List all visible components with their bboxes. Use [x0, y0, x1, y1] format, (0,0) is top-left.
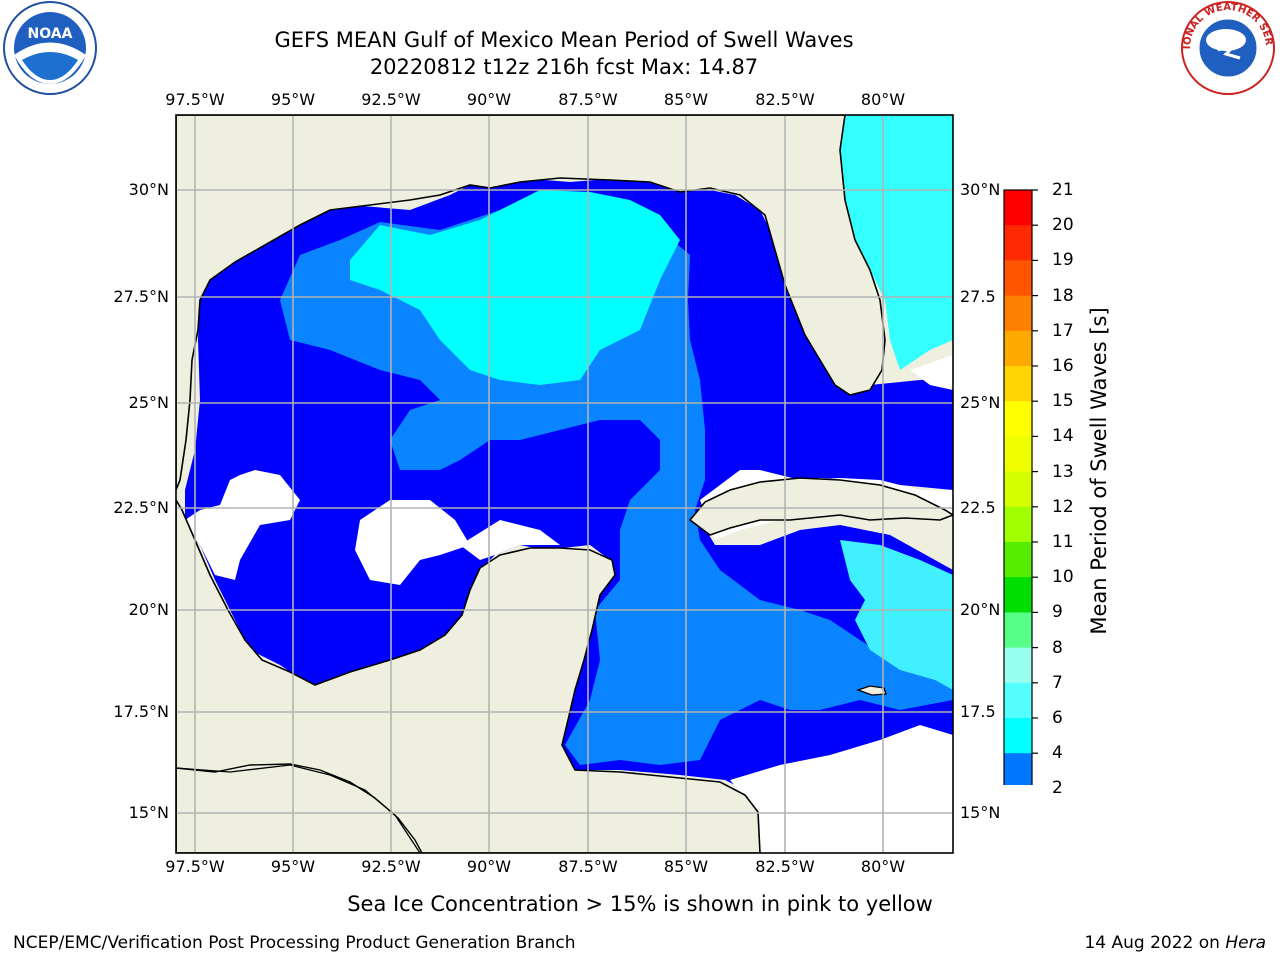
colorbar-segment	[1004, 190, 1032, 226]
colorbar-segment	[1004, 366, 1032, 402]
land-jamaica	[856, 685, 887, 696]
lat-label-left: 22.5°N	[113, 498, 169, 517]
lat-label-left: 17.5°N	[113, 702, 169, 721]
pacific-coastline	[176, 763, 423, 853]
colorbar-segment	[1004, 295, 1032, 332]
colorbar-segment	[1004, 260, 1032, 297]
colorbar-tick-label: 15	[1052, 391, 1074, 412]
lat-label-left: 15°N	[128, 803, 169, 822]
chart-title: GEFS MEAN Gulf of Mexico Mean Period of …	[274, 28, 854, 52]
colorbar-tick-label: 17	[1052, 320, 1074, 341]
lat-label-right: 22.5	[960, 498, 996, 517]
colorbar-tick-label: 2	[1052, 778, 1063, 799]
colorbar-segment	[1004, 225, 1032, 261]
colorbar-tick-label: 16	[1052, 356, 1074, 376]
colorbar-tick-label: 13	[1052, 461, 1074, 482]
land-cuba	[688, 477, 953, 536]
nws-logo: NATIONAL WEATHER SERVICE	[0, 0, 1275, 95]
land-us-gulf-coast	[176, 115, 886, 491]
lon-label-top: 87.5°W	[558, 90, 618, 109]
colorbar-tick-label: 14	[1052, 426, 1074, 447]
colorbar-tick-label: 21	[1052, 180, 1074, 200]
lon-label-top: 85°W	[663, 90, 709, 109]
lon-label-top: 92.5°W	[361, 90, 421, 109]
lat-label-right: 20°N	[960, 600, 1001, 619]
colorbar-segment	[1004, 506, 1032, 543]
lon-label-bottom: 80°W	[860, 857, 906, 876]
colorbar-segment	[1004, 436, 1032, 473]
colorbar-tick-label: 6	[1052, 708, 1063, 728]
colorbar-segment	[1004, 577, 1032, 613]
colorbar-segment	[1004, 471, 1032, 508]
lon-label-bottom: 92.5°W	[361, 857, 421, 876]
land-central-america	[176, 764, 421, 853]
colorbar-tick-label: 9	[1052, 602, 1063, 623]
lon-label-bottom: 82.5°W	[755, 857, 815, 876]
lon-label-top: 80°W	[860, 90, 906, 109]
graticule	[176, 115, 953, 853]
lat-label-right: 15°N	[960, 803, 1001, 822]
colorbar-tick-label: 12	[1052, 496, 1074, 517]
lat-label-right: 17.5	[960, 702, 996, 721]
atlantic-water-cyan	[840, 115, 953, 370]
nws-logo-text: NATIONAL WEATHER SERVICE	[0, 0, 1274, 49]
lon-label-bottom: 90°W	[466, 857, 512, 876]
colorbar-tick-label: 20	[1052, 215, 1074, 236]
date-stamp: 14 Aug 2022 on Hera	[1084, 933, 1266, 953]
colorbar-tick-label: 10	[1052, 567, 1074, 588]
machine-name: Hera	[1225, 933, 1266, 953]
colorbar-segment	[1004, 542, 1032, 578]
no-data-area-yucatan	[460, 520, 560, 560]
lon-label-top: 95°W	[270, 90, 316, 109]
lat-label-left: 30°N	[128, 180, 169, 199]
colorbar-tick-label: 18	[1052, 285, 1074, 306]
map-frame	[175, 114, 954, 854]
lon-label-bottom: 95°W	[270, 857, 316, 876]
gulf-water-cyan-north	[350, 190, 680, 385]
credit-text: NCEP/EMC/Verification Post Processing Pr…	[13, 933, 576, 953]
colorbar-tick-label: 11	[1052, 532, 1074, 552]
svg-text:NATIONAL WEATHER SERVICE: NATIONAL WEATHER SERVICE	[0, 0, 1274, 49]
chart-subtitle: 20220812 t12z 216h fcst Max: 14.87	[369, 55, 759, 79]
colorbar-segment	[1004, 753, 1032, 785]
lat-label-left: 25°N	[128, 393, 169, 412]
colorbar-segment	[1004, 682, 1032, 719]
colorbar-segment	[1004, 647, 1032, 684]
no-data-area-bay	[355, 500, 470, 585]
land-mexico	[176, 498, 761, 853]
colorbar-segment	[1004, 612, 1032, 649]
lat-label-right: 27.5	[960, 287, 996, 306]
date-text: 14 Aug 2022 on	[1084, 933, 1226, 953]
no-data-area-bahamas	[910, 355, 953, 390]
colorbar-tick-label: 19	[1052, 250, 1074, 271]
lon-label-top: 82.5°W	[755, 90, 815, 109]
colorbar-segment	[1004, 330, 1032, 367]
lat-label-left: 20°N	[128, 600, 169, 619]
lon-label-top: 97.5°W	[165, 90, 225, 109]
caribbean-water-cyan	[840, 540, 953, 690]
colorbar-segment	[1004, 718, 1032, 754]
lat-label-right: 25°N	[960, 393, 1001, 412]
colorbar	[1003, 189, 1038, 785]
lon-label-bottom: 87.5°W	[558, 857, 618, 876]
noaa-logo: NOAA	[3, 1, 97, 95]
sea-ice-note: Sea Ice Concentration > 15% is shown in …	[347, 892, 933, 916]
no-data-area-west	[185, 470, 300, 580]
lon-label-top: 90°W	[466, 90, 512, 109]
lat-label-right: 30°N	[960, 180, 1001, 199]
lon-label-bottom: 97.5°W	[165, 857, 225, 876]
lat-label-left: 27.5°N	[113, 287, 169, 306]
colorbar-frame	[1003, 189, 1033, 785]
colorbar-tick-label: 4	[1052, 743, 1063, 764]
colorbar-tick-label: 8	[1052, 637, 1063, 658]
lon-label-bottom: 85°W	[663, 857, 709, 876]
colorbar-label: Mean Period of Swell Waves [s]	[1087, 307, 1111, 635]
colorbar-tick-label: 7	[1052, 672, 1063, 693]
colorbar-segment	[1004, 401, 1032, 437]
svg-text:NOAA: NOAA	[28, 26, 73, 42]
